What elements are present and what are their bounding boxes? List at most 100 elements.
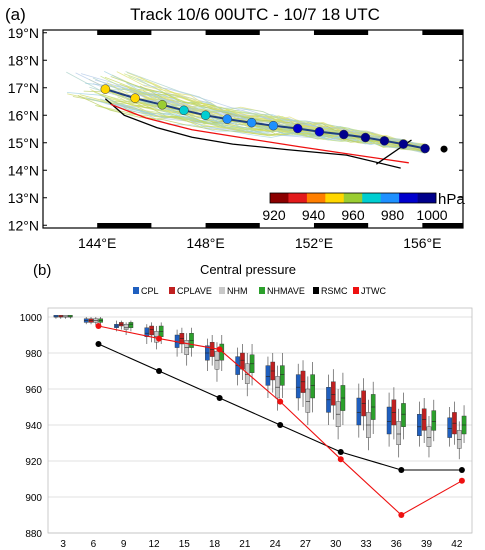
track-title: Track 10/6 00UTC - 10/7 18 UTC (130, 5, 380, 24)
colorbar-unit: hPa (438, 191, 465, 208)
box-cplave (240, 352, 245, 370)
x-tick-label: 3 (60, 539, 66, 550)
map-top-bar (205, 30, 260, 35)
map-bottom-bar (313, 223, 369, 228)
track-point (130, 93, 140, 103)
colorbar-segment (270, 193, 289, 203)
point-rsmc (156, 368, 163, 374)
track-point (379, 136, 390, 146)
box-nhm (426, 426, 432, 447)
track-point (420, 143, 430, 154)
map-top-bar (97, 30, 152, 35)
plot-border (47, 307, 473, 534)
colorbar-segment (306, 193, 326, 203)
point-jtwc (95, 323, 102, 329)
track-plot (66, 71, 448, 169)
colorbar-segment (380, 193, 400, 203)
box-cpl (417, 414, 422, 437)
lon-label: 156°E (403, 235, 441, 251)
colorbar-tick-label: 1000 (416, 207, 447, 223)
point-rsmc (337, 449, 344, 455)
track-point (268, 120, 279, 131)
x-tick-label: 36 (391, 539, 403, 550)
lon-label: 144°E (78, 235, 116, 251)
map-top-bar (313, 30, 369, 35)
pressure-colorbar: hPa 920 940 960 980 1000 (262, 191, 465, 223)
lat-label: 13°N (8, 190, 39, 206)
line-jtwc (98, 325, 463, 516)
x-tick-label: 9 (121, 539, 127, 550)
colorbar-segment (288, 193, 308, 203)
track-rsmc (104, 98, 401, 169)
legend-label: NHM (227, 286, 248, 296)
box-nhm (396, 421, 401, 445)
point-jtwc (458, 477, 465, 484)
colorbar-segment (343, 193, 363, 203)
track-point (157, 100, 167, 110)
x-tick-label: 33 (360, 539, 372, 550)
colorbar-segment (325, 193, 345, 203)
legend-label: JTWC (361, 286, 386, 296)
track-start-point (440, 145, 448, 153)
y-tick-label: 940 (25, 421, 42, 432)
box-cpl (295, 374, 301, 399)
legend-label: NHMAVE (267, 286, 305, 296)
lat-label: 15°N (8, 135, 39, 151)
colorbar-tick-label: 940 (302, 207, 326, 223)
lon-label: 148°E (186, 235, 224, 251)
track-point (339, 129, 349, 140)
box-nhmave (128, 322, 134, 328)
legend-label: CPLAVE (177, 286, 212, 296)
map-top-bar (422, 30, 463, 35)
track-point (360, 132, 371, 143)
colorbar-border (269, 192, 437, 204)
point-jtwc (156, 335, 163, 342)
lat-label: 19°N (8, 25, 39, 41)
x-tick-label: 18 (209, 539, 221, 550)
y-tick-label: 980 (25, 349, 42, 360)
panel-b-label: (b) (33, 262, 51, 279)
box-cplave (331, 381, 336, 406)
y-tick-label: 880 (25, 529, 42, 540)
colorbar-tick-label: 920 (262, 207, 286, 223)
colorbar-tick-label: 960 (341, 207, 365, 223)
box-cpl (356, 397, 362, 426)
point-rsmc (458, 467, 465, 473)
line-rsmc (98, 343, 462, 471)
box-nhm (123, 324, 129, 330)
legend-swatch (259, 287, 265, 294)
point-rsmc (216, 395, 223, 401)
lat-label: 18°N (8, 52, 39, 68)
x-tick-label: 21 (239, 539, 251, 550)
x-tick-label: 30 (330, 539, 342, 550)
track-point (222, 114, 233, 124)
point-rsmc (398, 467, 405, 473)
track-point (200, 110, 211, 120)
y-tick-label: 1000 (20, 313, 43, 324)
longitude-labels: 144°E 148°E 152°E 156°E (78, 235, 441, 251)
track-point (179, 105, 189, 116)
colorbar-segment (362, 193, 381, 203)
track-point (398, 139, 409, 149)
box-cpl (144, 327, 150, 337)
y-tick-label: 920 (25, 457, 42, 468)
x-tick-label: 12 (148, 539, 160, 550)
lat-label: 16°N (8, 107, 39, 123)
lat-label: 14°N (8, 162, 39, 178)
pressure-legend: CPL CPLAVE NHM NHMAVE RSMC JTWC (133, 286, 386, 296)
lat-label: 17°N (8, 80, 39, 96)
track-point (314, 127, 325, 137)
map-bottom-bar (422, 223, 463, 228)
x-tick-label: 39 (421, 539, 433, 550)
legend-swatch (169, 287, 175, 294)
x-tick-label: 24 (270, 539, 282, 550)
box-cplave (149, 325, 154, 336)
box-nhmave (401, 403, 406, 427)
legend-swatch (133, 287, 139, 294)
map-bottom-bar (205, 223, 260, 228)
point-rsmc (95, 341, 102, 347)
track-point (100, 84, 111, 94)
colorbar-tick-label: 980 (381, 207, 405, 223)
x-tick-label: 6 (91, 539, 97, 550)
